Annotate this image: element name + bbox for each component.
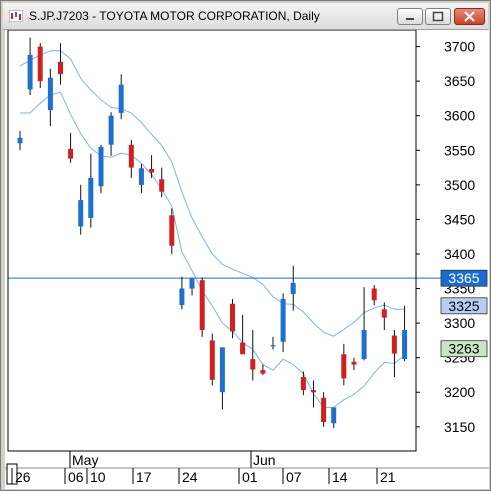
candle-body bbox=[27, 54, 33, 90]
candle-body bbox=[361, 330, 367, 359]
candle-body bbox=[300, 377, 306, 391]
candle-body bbox=[108, 115, 114, 145]
candle-body bbox=[270, 345, 276, 347]
price-tag-box bbox=[440, 269, 488, 287]
band-upper-line bbox=[19, 50, 405, 337]
y-tick-label: 3550 bbox=[444, 142, 475, 158]
x-month-label: May bbox=[72, 452, 98, 468]
candle-body bbox=[230, 303, 235, 332]
candle-body bbox=[351, 361, 357, 365]
candle-body bbox=[189, 278, 195, 289]
candle-body bbox=[391, 335, 397, 354]
y-tick-label: 3400 bbox=[444, 246, 475, 262]
candle-body bbox=[199, 280, 205, 330]
candle-body bbox=[260, 370, 266, 374]
candle-body bbox=[149, 169, 155, 173]
title-bar[interactable]: S.JP.J7203 - TOYOTA MOTOR CORPORATION, D… bbox=[3, 3, 488, 30]
y-tick-label: 3150 bbox=[444, 419, 475, 435]
candle-body bbox=[138, 168, 144, 185]
y-tick-label: 3500 bbox=[444, 177, 475, 193]
maximize-button[interactable] bbox=[425, 8, 451, 25]
x-day-label: 14 bbox=[332, 469, 348, 485]
candle-body bbox=[179, 288, 185, 306]
plot-frame bbox=[7, 29, 417, 452]
candle-body bbox=[68, 148, 74, 159]
x-day-label: 10 bbox=[90, 469, 106, 485]
x-day-label: 26 bbox=[15, 469, 31, 485]
price-tag-box bbox=[440, 297, 488, 315]
x-day-label: 07 bbox=[286, 469, 302, 485]
candle-body bbox=[58, 61, 63, 75]
y-tick-label: 3450 bbox=[444, 211, 475, 227]
candle-body bbox=[311, 390, 316, 393]
chart-app-icon bbox=[9, 10, 23, 22]
candle-body bbox=[169, 215, 175, 246]
candle-body bbox=[219, 347, 225, 393]
close-button[interactable] bbox=[454, 8, 485, 25]
window-title: S.JP.J7203 - TOYOTA MOTOR CORPORATION, D… bbox=[29, 9, 320, 23]
band-lower-line bbox=[20, 91, 405, 408]
x-day-label: 24 bbox=[182, 469, 198, 485]
x-day-label: 06 bbox=[68, 469, 84, 485]
candle-body bbox=[402, 330, 408, 359]
price-tag-label: 3263 bbox=[448, 341, 479, 357]
candle-body bbox=[290, 283, 296, 295]
candle-body bbox=[240, 342, 246, 355]
y-tick-label: 3600 bbox=[444, 108, 475, 124]
candle-body bbox=[371, 288, 377, 301]
candle-body bbox=[159, 179, 165, 192]
candle-body bbox=[37, 46, 43, 82]
x-day-label: 01 bbox=[242, 469, 258, 485]
y-tick-label: 3650 bbox=[444, 73, 475, 89]
candle-body bbox=[17, 137, 23, 144]
candle-body bbox=[47, 77, 53, 111]
y-tick-label: 3700 bbox=[444, 39, 475, 55]
candle-body bbox=[321, 397, 327, 422]
price-tag-label: 3365 bbox=[448, 270, 479, 286]
candlestick-chart[interactable]: 3150320032503300335034003450350035503600… bbox=[5, 29, 489, 489]
candle-body bbox=[88, 177, 94, 218]
y-tick-label: 3300 bbox=[444, 315, 475, 331]
candle-body bbox=[118, 84, 124, 113]
x-day-label: 21 bbox=[380, 469, 396, 485]
candle-body bbox=[98, 146, 104, 187]
close-icon bbox=[464, 11, 475, 22]
candle-body bbox=[128, 144, 134, 168]
x-day-label: 17 bbox=[136, 469, 152, 485]
y-tick-label: 3200 bbox=[444, 384, 475, 400]
candle-body bbox=[331, 407, 337, 424]
candle-body bbox=[209, 340, 215, 380]
price-tag-label: 3325 bbox=[448, 298, 479, 314]
maximize-icon bbox=[432, 11, 444, 22]
candle-body bbox=[381, 309, 387, 318]
x-month-label: Jun bbox=[253, 452, 276, 468]
candle-body bbox=[78, 200, 84, 227]
candle-body bbox=[280, 298, 286, 342]
candle-body bbox=[250, 359, 256, 370]
minimize-icon bbox=[406, 18, 414, 20]
price-tag-box bbox=[440, 340, 488, 358]
candle-body bbox=[341, 354, 347, 379]
minimize-button[interactable] bbox=[397, 8, 423, 25]
chart-area[interactable]: 3150 3200 3250 3300 3350 3400 3450 3500 3550 3600… bbox=[5, 29, 489, 489]
